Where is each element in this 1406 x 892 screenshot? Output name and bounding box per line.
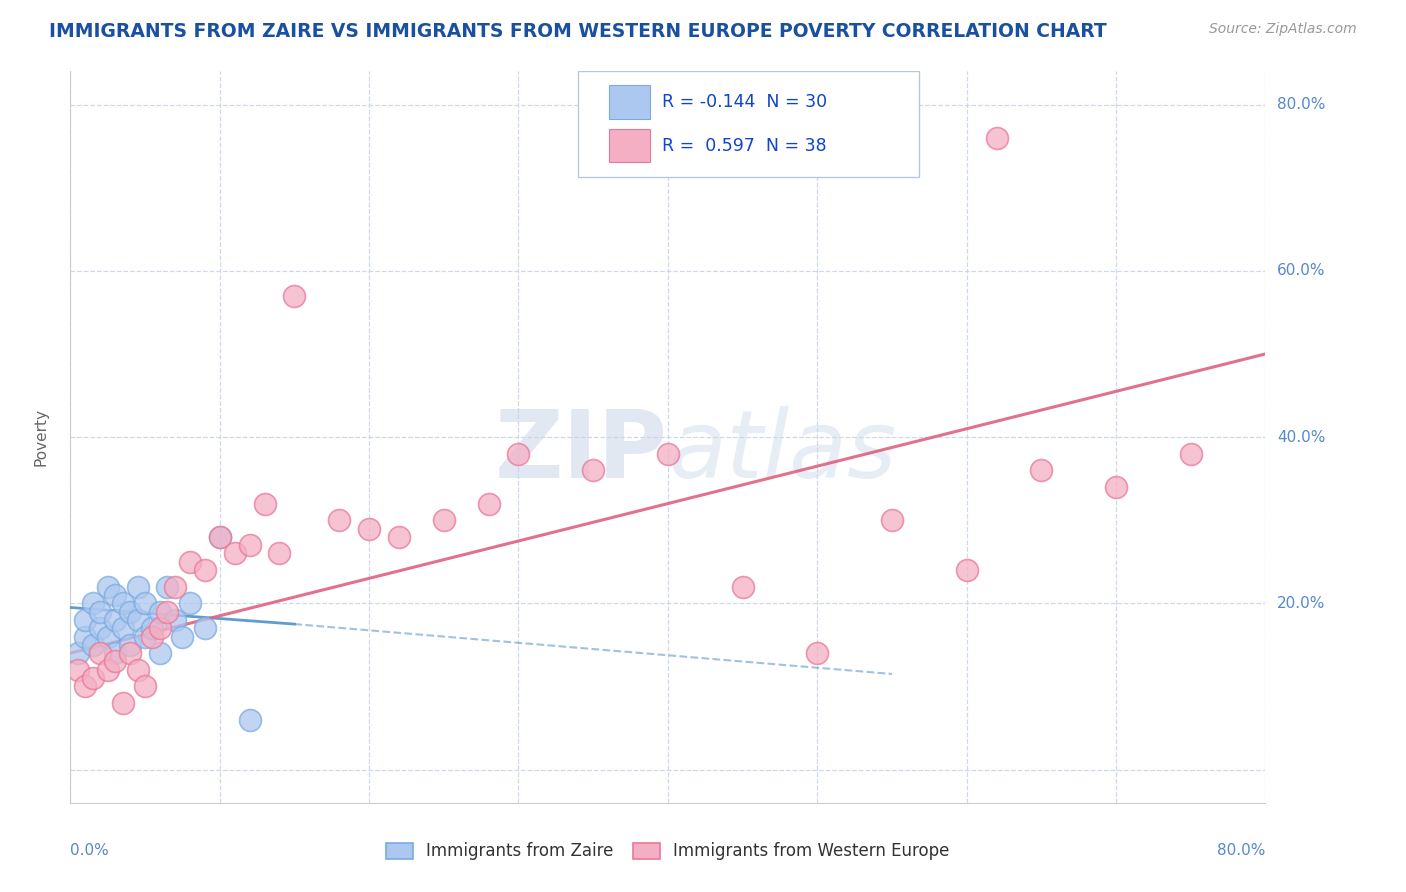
Point: [127, 663, 149, 677]
Point: [104, 646, 127, 660]
Point: [149, 621, 172, 635]
Point: [82, 596, 104, 610]
Point: [89, 605, 111, 619]
Point: [127, 580, 149, 594]
Point: [269, 546, 291, 560]
Text: R = -0.144  N = 30: R = -0.144 N = 30: [662, 93, 827, 111]
Point: [388, 530, 411, 544]
Point: [359, 521, 381, 535]
Text: 60.0%: 60.0%: [1278, 263, 1326, 278]
FancyBboxPatch shape: [578, 71, 920, 178]
Point: [208, 530, 231, 544]
Point: [120, 605, 141, 619]
Point: [66, 646, 89, 660]
Point: [66, 663, 89, 677]
Point: [194, 563, 217, 577]
Point: [104, 613, 127, 627]
Point: [120, 638, 141, 652]
Point: [731, 580, 754, 594]
Point: [127, 613, 149, 627]
Point: [657, 447, 679, 461]
Text: IMMIGRANTS FROM ZAIRE VS IMMIGRANTS FROM WESTERN EUROPE POVERTY CORRELATION CHAR: IMMIGRANTS FROM ZAIRE VS IMMIGRANTS FROM…: [49, 22, 1107, 41]
Point: [986, 131, 1008, 145]
Point: [880, 513, 903, 527]
Point: [433, 513, 456, 527]
Point: [111, 696, 134, 710]
Point: [224, 546, 246, 560]
Point: [82, 638, 104, 652]
Text: Source: ZipAtlas.com: Source: ZipAtlas.com: [1209, 22, 1357, 37]
Point: [149, 605, 172, 619]
Point: [134, 596, 156, 610]
Legend: Immigrants from Zaire, Immigrants from Western Europe: Immigrants from Zaire, Immigrants from W…: [387, 842, 949, 860]
Point: [134, 630, 156, 644]
Point: [208, 530, 231, 544]
Point: [97, 580, 120, 594]
Point: [508, 447, 530, 461]
Point: [1031, 463, 1053, 477]
Text: ZIP: ZIP: [495, 406, 668, 498]
Point: [163, 613, 186, 627]
Point: [179, 555, 201, 569]
Point: [141, 621, 163, 635]
Point: [283, 289, 305, 303]
Point: [163, 580, 186, 594]
Point: [120, 646, 141, 660]
Point: [104, 588, 127, 602]
Text: 0.0%: 0.0%: [70, 843, 110, 858]
Point: [239, 538, 262, 552]
Point: [1180, 447, 1202, 461]
Point: [156, 580, 179, 594]
Point: [104, 655, 127, 669]
Text: 40.0%: 40.0%: [1278, 430, 1326, 444]
Point: [75, 613, 97, 627]
Text: atlas: atlas: [668, 406, 896, 497]
Point: [194, 621, 217, 635]
Point: [82, 671, 104, 685]
Point: [478, 497, 501, 511]
Point: [75, 630, 97, 644]
Point: [89, 621, 111, 635]
Text: 20.0%: 20.0%: [1278, 596, 1326, 611]
Text: 80.0%: 80.0%: [1278, 97, 1326, 112]
Point: [75, 680, 97, 694]
Point: [141, 630, 163, 644]
Text: R =  0.597  N = 38: R = 0.597 N = 38: [662, 136, 827, 154]
Point: [149, 646, 172, 660]
Text: Poverty: Poverty: [34, 408, 49, 467]
Point: [111, 596, 134, 610]
Point: [806, 646, 828, 660]
Point: [1105, 480, 1128, 494]
FancyBboxPatch shape: [609, 128, 650, 162]
Point: [179, 596, 201, 610]
Point: [97, 663, 120, 677]
Text: 80.0%: 80.0%: [1218, 843, 1265, 858]
Point: [956, 563, 979, 577]
Point: [134, 680, 156, 694]
Point: [239, 713, 262, 727]
Point: [253, 497, 276, 511]
FancyBboxPatch shape: [609, 85, 650, 119]
Point: [328, 513, 350, 527]
Point: [582, 463, 605, 477]
Point: [111, 621, 134, 635]
Point: [172, 630, 194, 644]
Point: [89, 646, 111, 660]
Point: [97, 630, 120, 644]
Point: [156, 605, 179, 619]
